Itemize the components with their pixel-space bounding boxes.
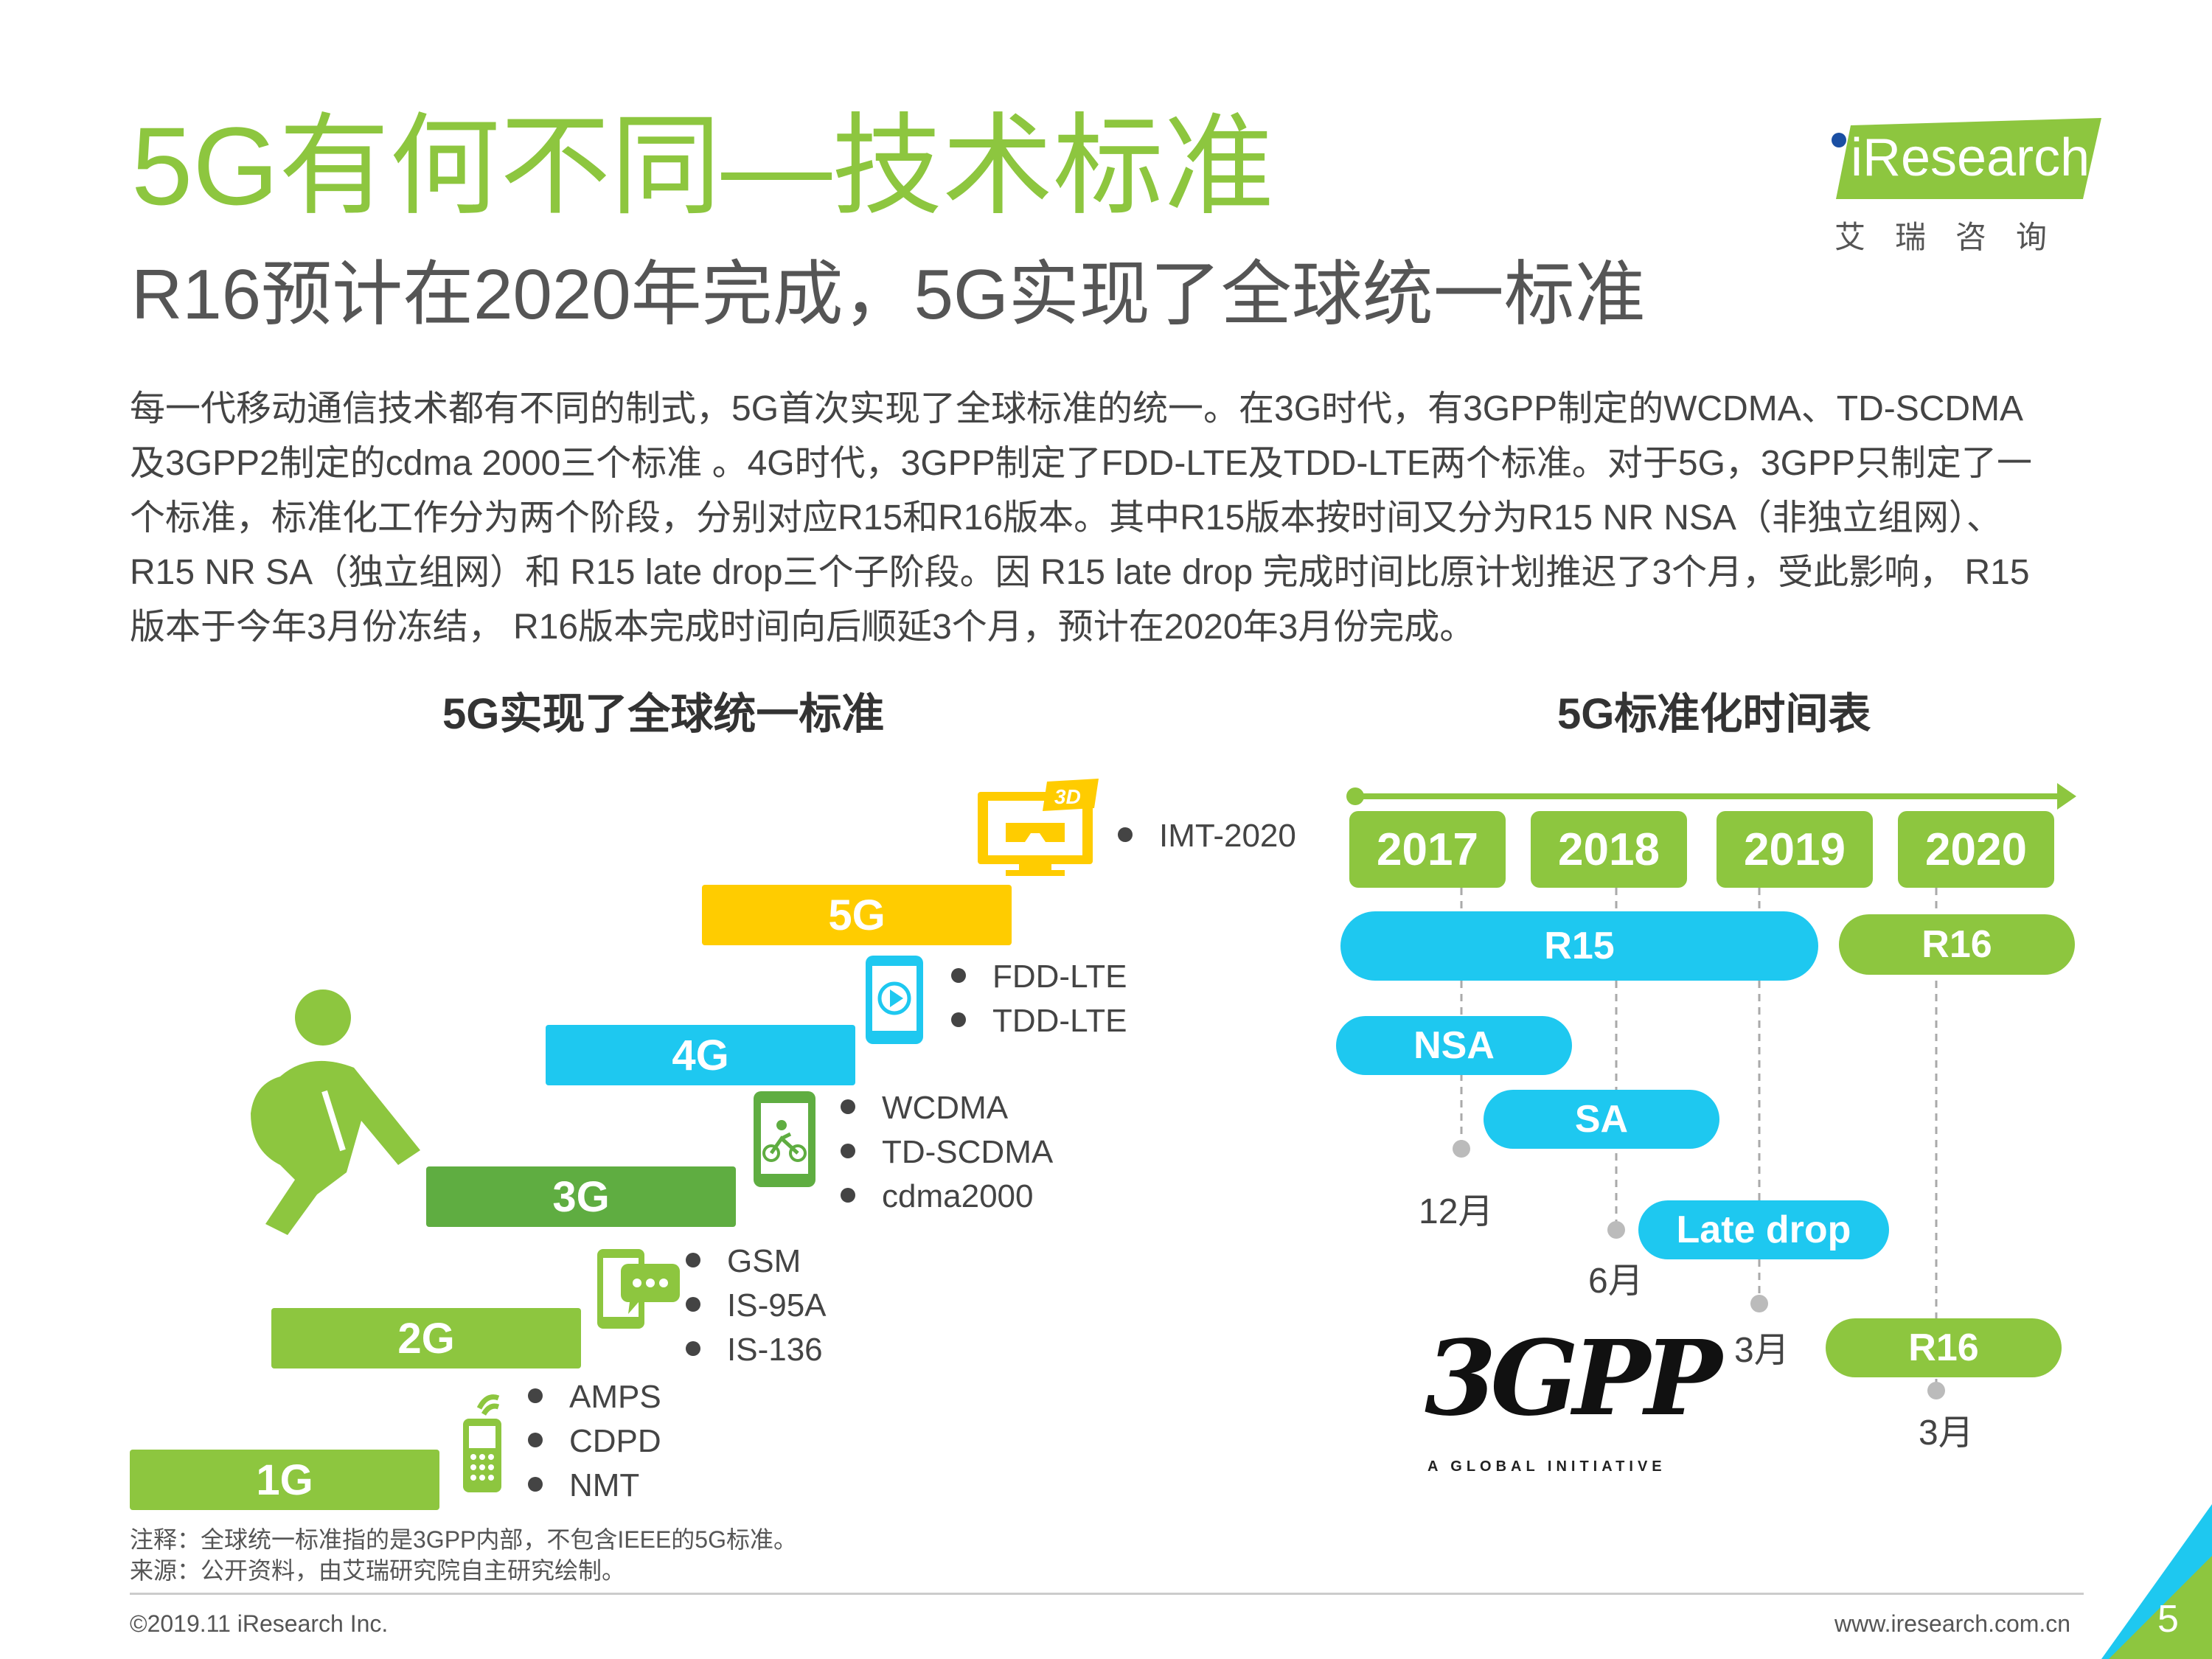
bullet-icon: [686, 1341, 700, 1357]
note-text: 注释：全球统一标准指的是3GPP内部，不包含IEEE的5G标准。: [130, 1526, 797, 1553]
body-line: 每一代移动通信技术都有不同的制式，5G首次实现了全球标准的统一。在3G时代，有3…: [130, 389, 2024, 428]
generation-bar-3g: 3G: [426, 1166, 736, 1227]
page-number: 5: [2157, 1598, 2179, 1641]
smartphone-bike-icon: [754, 1091, 815, 1187]
month-label: 3月: [1734, 1331, 1790, 1370]
bullet-icon: [528, 1477, 543, 1492]
bullet-icon: [841, 1144, 855, 1159]
feature-phone-icon: [463, 1394, 501, 1492]
page-subtitle: R16预计在2020年完成，5G实现了全球统一标准: [131, 255, 1646, 334]
standard-item: NMT: [528, 1470, 639, 1502]
generation-bar-4g: 4G: [546, 1025, 855, 1085]
left-section-title: 5G实现了全球统一标准: [442, 690, 885, 738]
phase-sa: SA: [1484, 1090, 1719, 1149]
phase-nsa: NSA: [1336, 1016, 1572, 1075]
year-label: 2017: [1349, 811, 1506, 888]
source-text: 来源：公开资料，由艾瑞研究院自主研究绘制。: [130, 1557, 626, 1584]
body-line: R15 NR SA（独立组网）和 R15 late drop三个子阶段。因 R1…: [130, 553, 2030, 592]
standard-item: TD-SCDMA: [841, 1136, 1053, 1169]
bullet-icon: [1118, 827, 1133, 843]
bullet-icon: [528, 1433, 543, 1448]
body-line: 及3GPP2制定的cdma 2000三个标准 。4G时代，3GPP制定了FDD-…: [130, 444, 2032, 483]
generation-bar-2g: 2G: [271, 1308, 581, 1368]
page-title: 5G有何不同—技术标准: [131, 104, 1275, 228]
standard-item: CDPD: [528, 1425, 661, 1458]
phase-r15: R15: [1340, 911, 1818, 981]
standard-item: WCDMA: [841, 1092, 1008, 1124]
standard-item: FDD-LTE: [951, 961, 1127, 993]
generation-bar-1g: 1G: [130, 1450, 439, 1510]
running-person-icon: [251, 990, 420, 1235]
standard-item: cdma2000: [841, 1180, 1033, 1213]
phase-late-drop: Late drop: [1638, 1200, 1889, 1259]
standard-item: GSM: [686, 1245, 801, 1278]
iresearch-logo-badge: [1836, 118, 2101, 199]
bullet-icon: [841, 1099, 855, 1115]
bullet-icon: [951, 1012, 966, 1028]
body-line: 版本于今年3月份冻结， R16版本完成时间向后顺延3个月，预计在2020年3月份…: [130, 608, 1475, 647]
3gpp-logo-tagline: A GLOBAL INITIATIVE: [1427, 1458, 1666, 1475]
standard-item: IS-136: [686, 1334, 823, 1366]
iresearch-logo-dot-icon: [1832, 133, 1846, 147]
standard-item: IS-95A: [686, 1290, 827, 1322]
month-label: 3月: [1919, 1413, 1974, 1453]
3gpp-logo-mark: 3GPP: [1425, 1318, 1722, 1439]
bullet-icon: [686, 1253, 700, 1268]
tv-3d-icon: 3D: [978, 779, 1099, 876]
right-section-title: 5G标准化时间表: [1557, 690, 1871, 738]
footer-copyright: ©2019.11 iResearch Inc.: [130, 1610, 389, 1637]
month-label: 12月: [1419, 1192, 1494, 1231]
smartphone-play-icon: [866, 956, 923, 1044]
bullet-icon: [951, 968, 966, 984]
month-label: 6月: [1588, 1262, 1644, 1301]
standard-item: IMT-2020: [1118, 820, 1296, 852]
corner-decoration: [2101, 1504, 2212, 1659]
footer-divider: [130, 1593, 2084, 1595]
bullet-icon: [686, 1297, 700, 1312]
phase-r16-bottom: R16: [1826, 1318, 2062, 1377]
year-label: 2018: [1531, 811, 1687, 888]
body-line: 个标准，标准化工作分为两个阶段，分别对应R15和R16版本。其中R15版本按时间…: [130, 498, 2002, 538]
year-label: 2020: [1898, 811, 2054, 888]
generation-bar-5g: 5G: [702, 885, 1012, 945]
iresearch-logo-cn: 艾瑞咨询: [1834, 220, 2077, 254]
tv-3d-label: 3D: [1054, 785, 1081, 808]
body-paragraph: 每一代移动通信技术都有不同的制式，5G首次实现了全球标准的统一。在3G时代，有3…: [130, 382, 2121, 655]
phase-r16-top: R16: [1839, 914, 2075, 975]
year-label: 2019: [1717, 811, 1873, 888]
standard-item: TDD-LTE: [951, 1005, 1127, 1037]
footer-url: www.iresearch.com.cn: [1834, 1610, 2071, 1637]
standard-item: AMPS: [528, 1381, 661, 1413]
message-phone-icon: [597, 1249, 680, 1329]
bullet-icon: [841, 1188, 855, 1203]
bullet-icon: [528, 1388, 543, 1404]
iresearch-logo-text: iResearch: [1851, 128, 2090, 187]
